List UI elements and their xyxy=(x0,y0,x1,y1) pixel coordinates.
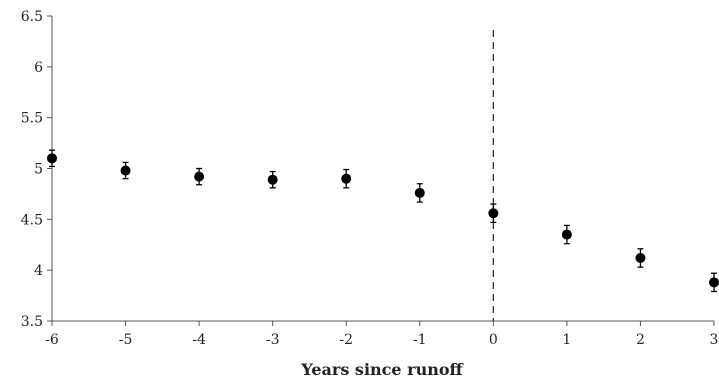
data-point xyxy=(414,187,425,198)
y-tick-label: 3.5 xyxy=(21,314,43,330)
x-tick-label: -1 xyxy=(413,332,427,348)
y-tick-labels: 3.5 4 4.5 5 5.5 6 6.5 xyxy=(21,9,43,330)
data-point xyxy=(709,277,719,288)
data-point xyxy=(341,173,352,184)
data-point xyxy=(194,171,205,182)
x-tick-label: -6 xyxy=(45,332,59,348)
data-point xyxy=(561,229,572,240)
y-tick-label: 6.5 xyxy=(21,9,43,25)
y-tick-label: 6 xyxy=(34,60,43,76)
x-tick-label: 1 xyxy=(562,332,571,348)
data-point xyxy=(47,153,57,164)
x-tick-label: -3 xyxy=(266,332,280,348)
y-tick-label: 5.5 xyxy=(21,111,43,127)
y-tick-label: 4.5 xyxy=(21,212,43,228)
data-point xyxy=(488,208,499,219)
x-tick-labels: -6 -5 -4 -3 -2 -1 0 1 2 3 xyxy=(45,332,718,348)
y-tick-label: 5 xyxy=(34,162,43,178)
data-point xyxy=(635,252,646,263)
chart-axes xyxy=(47,15,715,326)
x-tick-label: 3 xyxy=(710,332,719,348)
x-tick-label: -5 xyxy=(119,332,133,348)
x-tick-label: 0 xyxy=(489,332,498,348)
y-tick-label: 4 xyxy=(34,263,43,279)
data-point xyxy=(267,174,278,185)
error-bars xyxy=(49,149,717,293)
x-tick-label: -2 xyxy=(339,332,353,348)
x-tick-label: 2 xyxy=(636,332,645,348)
x-axis-title: Years since runoff xyxy=(300,360,463,379)
x-tick-label: -4 xyxy=(192,332,206,348)
data-points xyxy=(47,153,719,288)
data-point xyxy=(120,165,131,176)
